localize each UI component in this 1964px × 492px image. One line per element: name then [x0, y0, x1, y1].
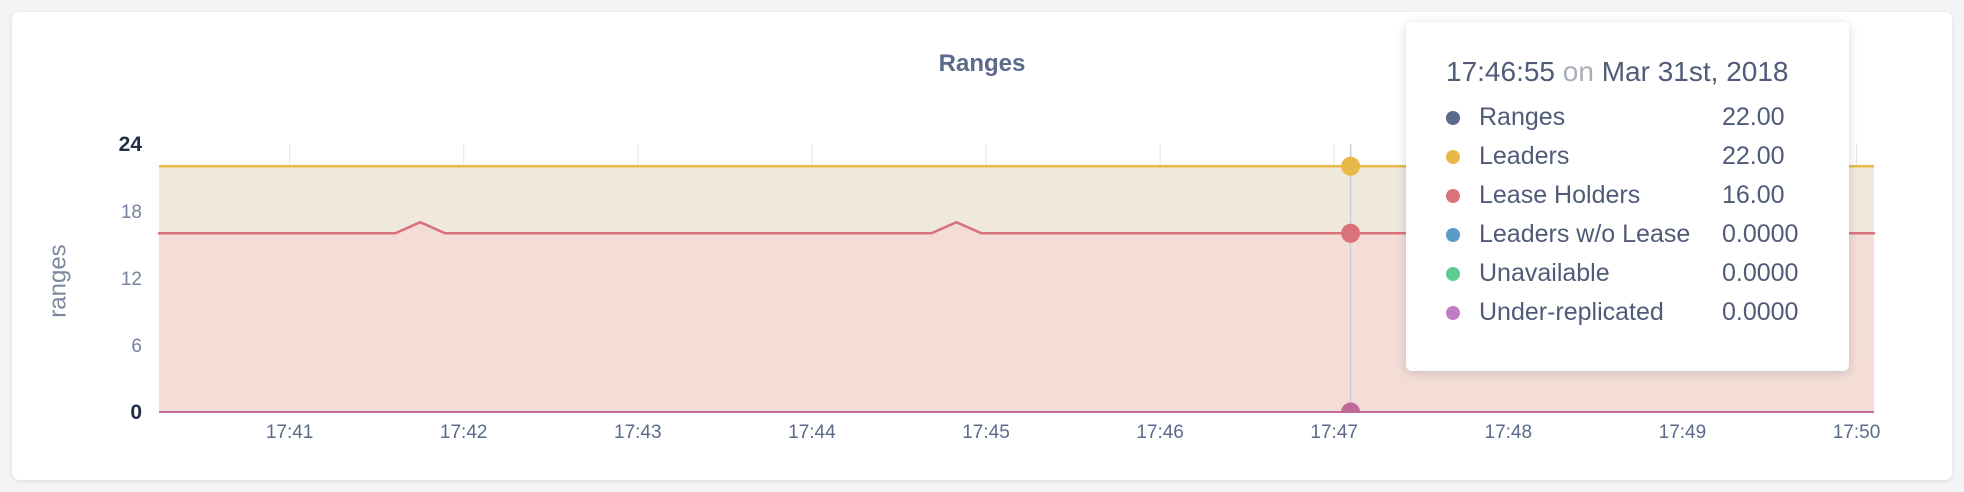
svg-text:17:47: 17:47	[1310, 422, 1358, 443]
svg-text:6: 6	[131, 336, 142, 357]
svg-text:24: 24	[119, 133, 143, 156]
svg-text:17:44: 17:44	[788, 422, 836, 443]
svg-text:17:43: 17:43	[614, 422, 662, 443]
svg-text:0: 0	[130, 401, 142, 424]
svg-text:17:46: 17:46	[1136, 422, 1184, 443]
svg-text:17:41: 17:41	[266, 422, 314, 443]
svg-text:18: 18	[121, 202, 142, 223]
svg-text:17:48: 17:48	[1485, 422, 1533, 443]
svg-text:17:50: 17:50	[1833, 422, 1881, 443]
svg-text:17:49: 17:49	[1659, 422, 1707, 443]
svg-text:12: 12	[121, 269, 142, 290]
svg-text:17:42: 17:42	[440, 422, 488, 443]
svg-text:17:45: 17:45	[962, 422, 1010, 443]
